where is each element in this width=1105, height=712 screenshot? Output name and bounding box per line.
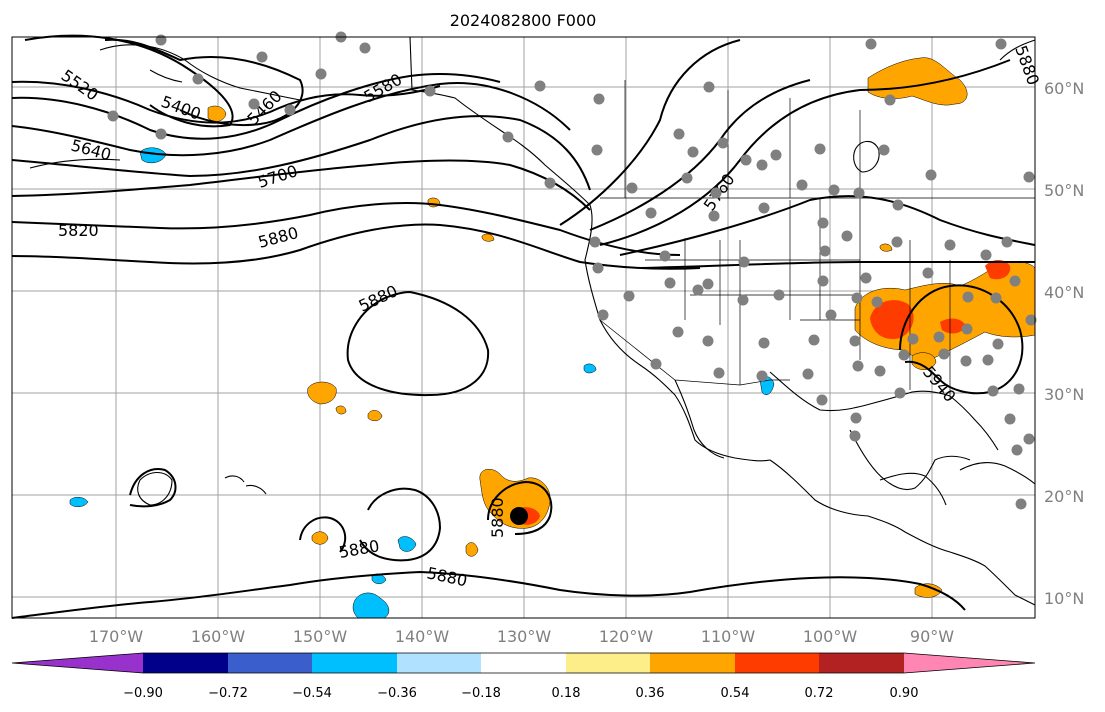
longitude-labels: 170°W 160°W 150°W 140°W 130°W 120°W 110°… xyxy=(89,627,954,646)
lon-label: 160°W xyxy=(191,627,246,646)
colorbar-segment xyxy=(12,653,143,673)
colorbar xyxy=(11,652,1036,674)
colorbar-tick-label: −0.54 xyxy=(292,686,332,701)
lat-label: 40°N xyxy=(1044,283,1084,302)
colorbar-tick-label: −0.72 xyxy=(208,686,248,701)
colorbar-segment xyxy=(650,653,735,673)
colorbar-segment xyxy=(397,653,481,673)
colorbar-tick-label: 0.36 xyxy=(636,686,665,701)
lon-label: 110°W xyxy=(701,627,756,646)
colorbar-segment xyxy=(312,653,397,673)
colorbar-outline xyxy=(11,652,1036,674)
lat-label: 60°N xyxy=(1044,79,1084,98)
lat-label: 10°N xyxy=(1044,589,1084,608)
colorbar-tick-label: 0.18 xyxy=(552,686,581,701)
colorbar-segment xyxy=(143,653,228,673)
colorbar-tick-label: −0.18 xyxy=(461,686,501,701)
colorbar-segment xyxy=(481,653,566,673)
colorbar-segment xyxy=(819,653,904,673)
colorbar-segment xyxy=(228,653,312,673)
lon-label: 140°W xyxy=(395,627,450,646)
lon-label: 120°W xyxy=(599,627,654,646)
lon-label: 90°W xyxy=(910,627,954,646)
anomaly-shading xyxy=(69,57,1036,619)
map-frame xyxy=(11,36,1036,619)
colorbar-tick-label: −0.36 xyxy=(377,686,417,701)
latitude-labels: 60°N 50°N 40°N 30°N 20°N 10°N xyxy=(1044,79,1084,608)
colorbar-tick-label: 0.72 xyxy=(805,686,834,701)
lat-label: 50°N xyxy=(1044,181,1084,200)
colorbar-segment xyxy=(904,653,1035,673)
lat-label: 20°N xyxy=(1044,487,1084,506)
colorbar-segment xyxy=(735,653,819,673)
storm-center-marker xyxy=(510,507,528,525)
contour-label: 5880 xyxy=(488,497,507,538)
colorbar-tick-label: −0.90 xyxy=(123,686,163,701)
station-markers xyxy=(107,31,1037,510)
lon-label: 130°W xyxy=(497,627,552,646)
lon-label: 100°W xyxy=(803,627,858,646)
colorbar-tick-label: 0.90 xyxy=(890,686,919,701)
map-title: 2024082800 F000 xyxy=(450,11,597,30)
coastlines xyxy=(29,36,1036,606)
colorbar-segment xyxy=(566,653,650,673)
lat-label: 30°N xyxy=(1044,385,1084,404)
colorbar-tick-labels: −0.90 −0.72 −0.54 −0.36 −0.18 0.18 0.36 … xyxy=(123,686,918,701)
contour-label: 5820 xyxy=(58,221,99,240)
colorbar-tick-label: 0.54 xyxy=(721,686,750,701)
lon-label: 170°W xyxy=(89,627,144,646)
lon-label: 150°W xyxy=(293,627,348,646)
